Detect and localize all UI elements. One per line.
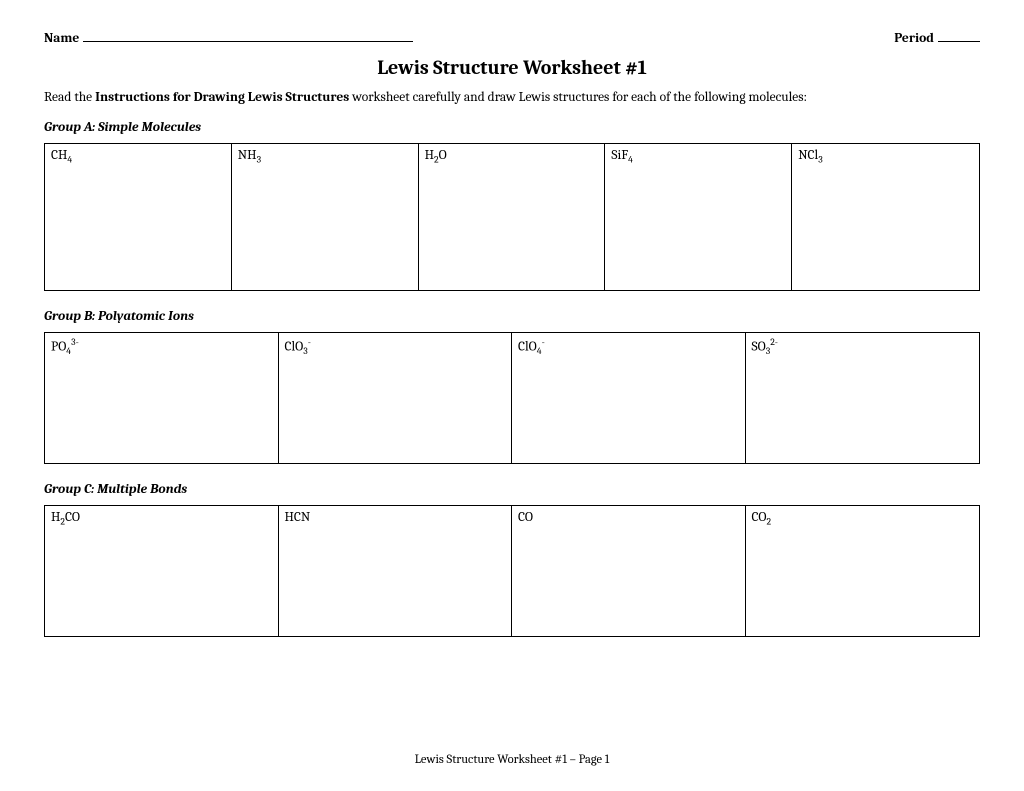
period-field: Period [894,30,980,46]
period-blank-line[interactable] [938,30,980,42]
formula: SO [752,339,766,354]
instructions-pre: Read the [44,90,95,105]
superscript: - [308,337,311,348]
cell-b-1: ClO3- [279,333,513,463]
superscript: - [542,337,545,348]
period-label: Period [894,31,934,46]
header-row: Name Period [44,30,980,46]
superscript: 3- [71,337,79,348]
superscript: 2- [770,337,778,348]
group-a-grid: CH4 NH3 H2O SiF4 NCl3 [44,143,980,291]
formula: NCl [798,148,818,163]
cell-a-0: CH4 [45,144,232,290]
cell-c-1: HCN [279,506,513,636]
cell-c-0: H2CO [45,506,279,636]
formula: NH [238,148,257,163]
formula-post: O [439,148,447,163]
formula-post: CO [65,510,80,525]
formula: ClO [285,339,304,354]
formula: CO [752,510,767,525]
instructions: Read the Instructions for Drawing Lewis … [44,89,980,108]
page-footer: Lewis Structure Worksheet #1 – Page 1 [0,753,1024,767]
cell-b-3: SO32- [746,333,980,463]
group-c-grid: H2CO HCN CO CO2 [44,505,980,637]
subscript: 3 [818,155,822,166]
formula: SiF [611,148,628,163]
subscript: 2 [767,517,772,528]
cell-c-3: CO2 [746,506,980,636]
formula: ClO [518,339,537,354]
name-blank-line[interactable] [83,30,413,42]
formula: HCN [285,510,311,525]
group-b-grid: PO43- ClO3- ClO4- SO32- [44,332,980,464]
name-label: Name [44,31,79,46]
cell-c-2: CO [512,506,746,636]
group-a-label: Group A: Simple Molecules [44,120,980,135]
formula: CH [51,148,67,163]
instructions-bold: Instructions for Drawing Lewis Structure… [95,90,349,105]
instructions-post: worksheet carefully and draw Lewis struc… [349,90,807,105]
page-title: Lewis Structure Worksheet #1 [44,56,980,79]
formula: CO [518,510,533,525]
cell-b-2: ClO4- [512,333,746,463]
formula: H [51,510,60,525]
subscript: 4 [67,155,72,166]
subscript: 4 [628,155,633,166]
subscript: 3 [257,155,261,166]
group-b-label: Group B: Polyatomic Ions [44,309,980,324]
cell-b-0: PO43- [45,333,279,463]
name-field: Name [44,30,413,46]
cell-a-2: H2O [419,144,606,290]
formula: H [425,148,434,163]
cell-a-3: SiF4 [605,144,792,290]
group-c-label: Group C: Multiple Bonds [44,482,980,497]
cell-a-1: NH3 [232,144,419,290]
cell-a-4: NCl3 [792,144,979,290]
formula: PO [51,339,66,354]
